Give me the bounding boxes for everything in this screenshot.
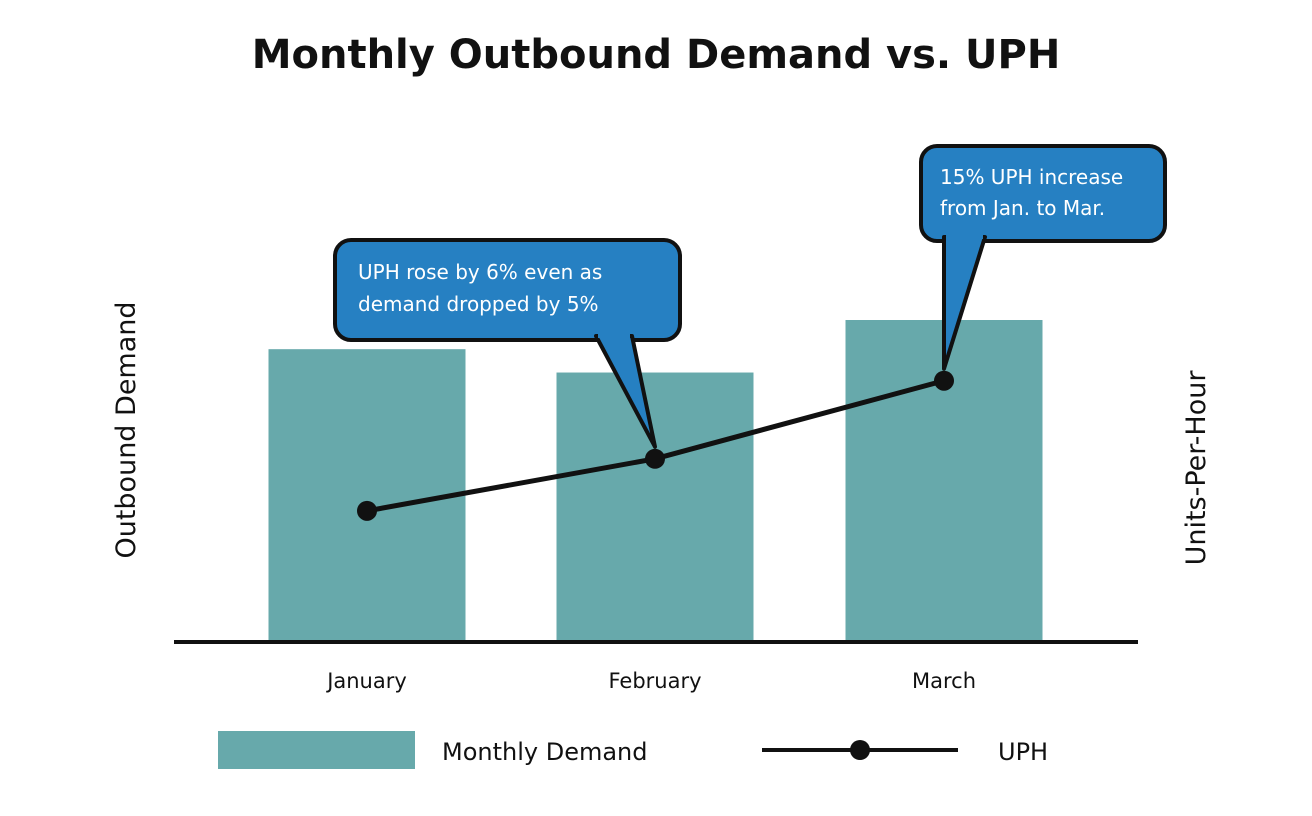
legend: Monthly Demand UPH xyxy=(218,731,1048,769)
uph-point-january xyxy=(357,500,377,521)
legend-label-uph: UPH xyxy=(998,738,1048,766)
callouts: UPH rose by 6% even as demand dropped by … xyxy=(333,144,1167,449)
legend-swatch-monthly-demand xyxy=(218,731,415,769)
uph-point-march xyxy=(934,370,954,391)
uph-point-february xyxy=(645,448,665,469)
callout-text-line: 15% UPH increase xyxy=(940,165,1123,189)
callout-pointer-joint xyxy=(946,229,983,239)
bar-series xyxy=(268,320,1043,641)
callout-1: UPH rose by 6% even as demand dropped by … xyxy=(333,238,682,449)
chart-title: Monthly Outbound Demand vs. UPH xyxy=(252,32,1061,78)
callout-2: 15% UPH increase from Jan. to Mar. xyxy=(919,144,1167,371)
y-axis-label: Outbound Demand xyxy=(111,301,142,558)
callout-box xyxy=(919,144,1167,243)
callout-pointer-joint xyxy=(598,328,630,338)
x-tick-label: February xyxy=(608,669,701,693)
legend-marker-uph xyxy=(850,740,870,760)
legend-label-monthly-demand: Monthly Demand xyxy=(442,738,648,766)
callout-text-line: from Jan. to Mar. xyxy=(940,196,1105,220)
callout-box xyxy=(333,238,682,342)
x-tick-label: January xyxy=(325,669,407,693)
x-tick-labels: January February March xyxy=(325,669,976,693)
y2-axis-label: Units-Per-Hour xyxy=(1181,370,1212,566)
bar-january xyxy=(268,349,466,641)
callout-text-line: UPH rose by 6% even as xyxy=(358,260,602,284)
callout-text-line: demand dropped by 5% xyxy=(358,292,599,316)
x-tick-label: March xyxy=(912,669,976,693)
line-series xyxy=(357,370,954,521)
bar-february xyxy=(556,372,754,641)
